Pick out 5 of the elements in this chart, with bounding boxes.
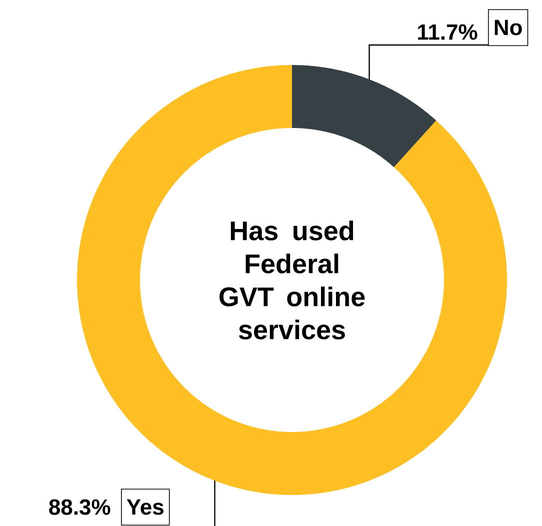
data-label: 11.7% [418, 24, 478, 40]
data-label: 88.3% [49, 499, 110, 515]
text: Has used Federal GVT online services [220, 220, 365, 340]
slice-label: Yes [126, 499, 164, 515]
slice-label: No [494, 20, 522, 36]
